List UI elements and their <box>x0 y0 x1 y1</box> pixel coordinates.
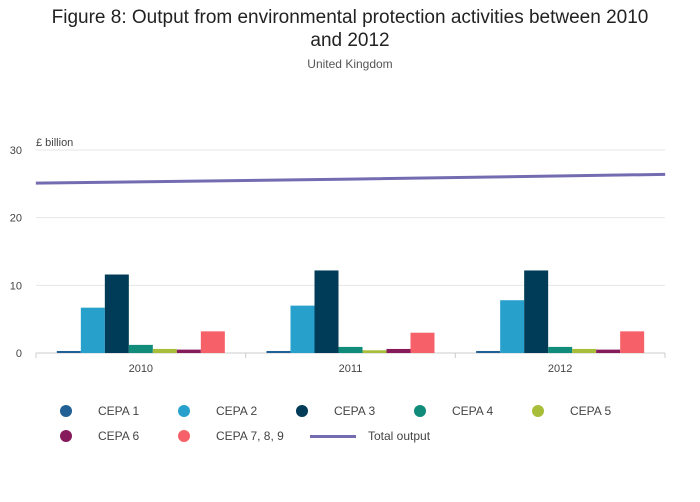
legend-item[interactable]: CEPA 3 <box>296 404 375 418</box>
bar <box>56 350 81 353</box>
bar <box>338 346 363 353</box>
bar <box>410 332 435 353</box>
bar <box>290 305 315 353</box>
legend-item[interactable]: CEPA 1 <box>60 404 139 418</box>
y-tick-label: 30 <box>10 145 22 157</box>
legend-label: CEPA 3 <box>334 404 376 418</box>
bar <box>524 270 549 353</box>
legend-item[interactable]: CEPA 2 <box>178 404 257 418</box>
chart-title-line2: and 2012 <box>310 30 390 51</box>
bar <box>266 350 291 353</box>
legend-swatch <box>532 405 544 417</box>
chart-subtitle: United Kingdom <box>307 57 393 71</box>
legend-label: CEPA 6 <box>98 429 140 443</box>
legend-item[interactable]: CEPA 4 <box>414 404 493 418</box>
legend-swatch <box>178 430 190 442</box>
bar <box>104 274 129 353</box>
x-tick-label: 2011 <box>339 363 363 375</box>
bar <box>548 346 573 353</box>
legend-item[interactable]: CEPA 6 <box>60 429 139 443</box>
legend-item[interactable]: CEPA 7, 8, 9 <box>178 429 284 443</box>
legend-swatch <box>178 405 190 417</box>
legend-label: CEPA 2 <box>216 404 258 418</box>
bar <box>596 349 621 353</box>
y-axis-label: £ billion <box>36 137 73 149</box>
bar <box>80 307 105 353</box>
legend-label: CEPA 1 <box>98 404 140 418</box>
series-line <box>35 172 666 185</box>
chart-title: Figure 8: Output from environmental prot… <box>0 6 700 52</box>
bar <box>176 349 201 353</box>
chart-plot: 0 10 20 30 £ billion 2010 2011 2012 <box>10 137 666 375</box>
x-tick-label: 2010 <box>129 363 153 375</box>
y-tick-label: 10 <box>10 280 22 292</box>
bar <box>572 348 597 353</box>
bar <box>620 331 645 353</box>
y-tick-label: 20 <box>10 213 22 225</box>
legend-label: CEPA 4 <box>452 404 494 418</box>
legend-line-swatch <box>310 434 356 438</box>
bar <box>152 348 177 353</box>
chart-title-line1: Figure 8: Output from environmental prot… <box>51 7 649 28</box>
bar <box>200 331 225 353</box>
bar <box>362 350 387 353</box>
legend-swatch <box>296 405 308 417</box>
legend-label: Total output <box>368 429 431 443</box>
legend-swatch <box>414 405 426 417</box>
y-tick-label: 0 <box>16 348 22 360</box>
bar <box>386 348 411 353</box>
bar <box>128 344 153 353</box>
bar <box>314 270 339 353</box>
x-tick-label: 2012 <box>548 363 572 375</box>
legend-label: CEPA 5 <box>570 404 612 418</box>
legend-swatch <box>60 405 72 417</box>
bar <box>476 350 501 353</box>
legend-item[interactable]: Total output <box>310 429 430 443</box>
legend-item[interactable]: CEPA 5 <box>532 404 611 418</box>
legend-swatch <box>60 430 72 442</box>
bar <box>500 300 525 353</box>
legend-label: CEPA 7, 8, 9 <box>216 429 284 443</box>
